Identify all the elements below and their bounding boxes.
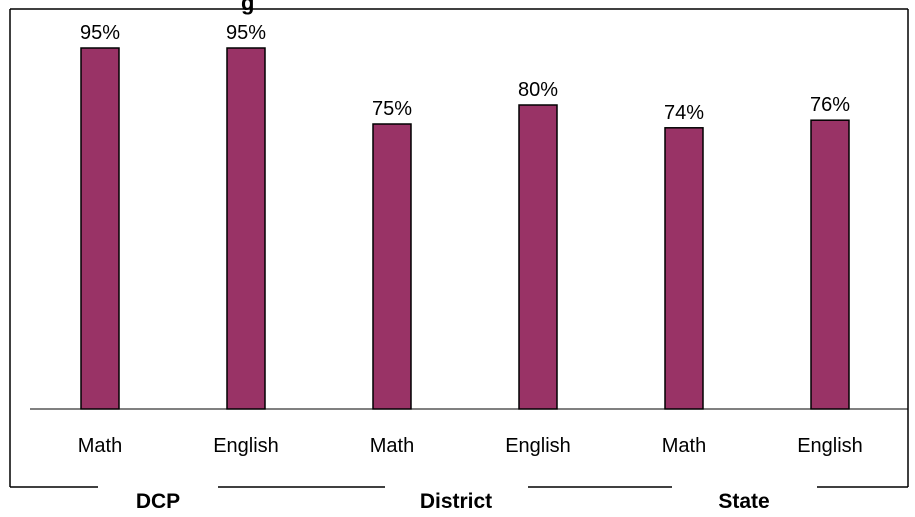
bar-1 <box>80 47 120 410</box>
data-label-5: 74% <box>664 102 704 124</box>
bar-4 <box>518 104 558 410</box>
chart-frame: g <box>9 0 909 488</box>
x-tick-label-2: English <box>213 435 279 457</box>
bars-layer <box>80 47 850 410</box>
data-label-6: 76% <box>810 94 850 116</box>
x-tick-label-6: English <box>797 435 863 457</box>
data-label-1: 95% <box>80 22 120 44</box>
bar-5 <box>664 127 704 410</box>
group-label-1: DCP <box>136 490 180 512</box>
data-label-3: 75% <box>372 98 412 120</box>
x-tick-label-3: Math <box>370 435 414 457</box>
data-label-4: 80% <box>518 79 558 101</box>
bar-6 <box>810 119 850 410</box>
group-labels-layer: DCP District State <box>136 490 770 513</box>
bar-3 <box>372 123 412 410</box>
x-tick-label-1: Math <box>78 435 122 457</box>
x-tick-label-4: English <box>505 435 571 457</box>
group-label-2: District <box>420 490 492 512</box>
data-label-2: 95% <box>226 22 266 44</box>
labels-layer: 95% Math 95% English 75% Math 80% English 74% Mat… <box>78 22 863 457</box>
bar-2 <box>226 47 266 410</box>
x-tick-label-5: Math <box>662 435 706 457</box>
group-label-3: State <box>718 490 769 512</box>
chart-title-fragment: g <box>241 0 254 15</box>
